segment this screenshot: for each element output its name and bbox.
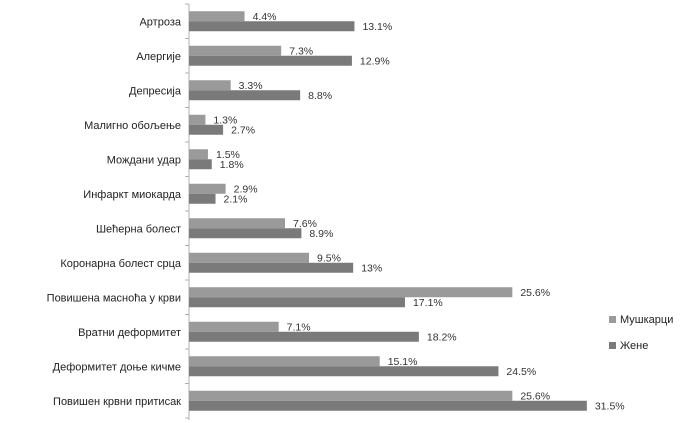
data-label: 31.5% [595, 400, 625, 412]
data-label: 13% [361, 262, 382, 274]
data-label: 7.3% [289, 45, 313, 57]
data-label: 7.6% [293, 218, 317, 230]
data-label: 15.1% [388, 356, 418, 368]
bar-men [189, 11, 245, 22]
bar-women [189, 366, 499, 377]
bar-men [189, 114, 206, 125]
bar-men [189, 252, 309, 263]
data-label: 2.1% [224, 193, 248, 205]
bar-men [189, 218, 285, 229]
category-label: Мождани удар [107, 154, 181, 166]
data-label: 25.6% [520, 390, 550, 402]
data-label: 24.5% [506, 366, 536, 378]
data-label: 1.3% [213, 114, 237, 126]
data-label: 3.3% [239, 80, 263, 92]
data-label: 17.1% [413, 297, 443, 309]
category-label: Инфаркт миокарда [83, 189, 182, 201]
axis-layer [185, 3, 190, 420]
data-label: 18.2% [427, 331, 457, 343]
category-label: Повишена масноћа у крви [47, 292, 181, 304]
category-label: Коронарна болест срца [60, 258, 182, 270]
category-label: Деформитет доње кичме [53, 361, 181, 373]
category-label: Депресија [129, 85, 182, 97]
bar-women [189, 90, 301, 101]
data-label: 9.5% [317, 252, 341, 264]
bar-women [189, 228, 302, 239]
bars-layer [189, 11, 587, 411]
data-label: 12.9% [360, 55, 390, 67]
bar-men [189, 390, 513, 401]
bar-men [189, 45, 282, 56]
bar-women [189, 331, 419, 342]
data-label: 8.8% [308, 90, 332, 102]
category-label: Шећерна болест [96, 223, 181, 235]
bar-women [189, 21, 355, 32]
legend-swatch-women [609, 342, 616, 349]
bar-women [189, 159, 212, 170]
bar-men [189, 80, 231, 91]
legend-swatch-men [609, 316, 616, 323]
bar-men [189, 149, 208, 160]
legend-label-men: Мушкарци [620, 314, 673, 326]
bar-women [189, 400, 587, 411]
category-label: Малигно обољење [84, 120, 181, 132]
data-label: 2.7% [231, 124, 255, 136]
bar-men [189, 321, 279, 332]
category-label: Вратни деформитет [78, 327, 181, 339]
legend: Мушкарци Жене [609, 314, 673, 352]
data-label: 13.1% [362, 21, 392, 33]
data-label: 2.9% [234, 183, 258, 195]
data-labels: 4.4% 13.1% 7.3% 12.9% 3.3% 8.8% 1.3%2.7% 1.5%1.… [213, 11, 624, 413]
data-label: 1.8% [220, 159, 244, 171]
bar-women [189, 55, 352, 66]
bar-men [189, 287, 513, 298]
data-label: 1.5% [216, 149, 240, 161]
bar-men [189, 183, 226, 194]
bar-women [189, 193, 216, 204]
data-label: 8.9% [309, 228, 333, 240]
category-label: Повишен крвни притисак [53, 396, 181, 408]
data-label: 25.6% [520, 287, 550, 299]
bar-women [189, 262, 354, 273]
bar-women [189, 124, 224, 135]
legend-label-women: Жене [620, 340, 648, 352]
data-label: 7.1% [287, 321, 311, 333]
category-label: Артроза [139, 16, 181, 28]
category-label: Алергије [136, 51, 181, 63]
category-labels: Артроза Алергије Депресија Малигно обољење М… [47, 16, 182, 408]
data-label: 4.4% [253, 11, 277, 23]
bar-men [189, 356, 380, 367]
bar-women [189, 297, 405, 308]
